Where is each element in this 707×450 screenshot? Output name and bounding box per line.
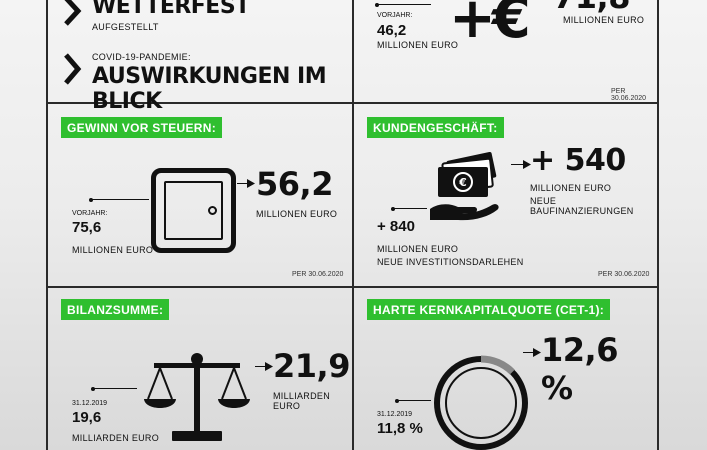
row1-sub: AUFGESTELLT xyxy=(92,22,159,32)
kunden-section: KUNDENGESCHÄFT: € + 540 MILLIONEN EURO N… xyxy=(353,103,657,286)
arrow-right-icon xyxy=(265,362,273,371)
kunden-value2-unit: MILLIONEN EURO xyxy=(377,244,459,254)
gewinn-value: 56,2 xyxy=(256,165,333,203)
value-unit: MILLIONEN EURO xyxy=(563,15,645,25)
kunden-value1-desc: NEUE BAUFINANZIERUNGEN xyxy=(530,196,634,216)
ratio-segment xyxy=(480,355,515,375)
gewinn-date-note: PER 30.06.2020 xyxy=(292,271,344,278)
arrow-right-icon xyxy=(247,179,255,188)
marker-line xyxy=(393,208,427,210)
bilanz-prev-label: 31.12.2019 xyxy=(72,400,108,407)
arrow-right-icon xyxy=(533,348,541,357)
bilanz-label: BILANZSUMME: xyxy=(61,299,170,320)
cet1-value: 12,6 % xyxy=(541,331,618,407)
row2-title: AUSWIRKUNGEN IM BLICK xyxy=(92,64,327,114)
prev-value: 46,2 xyxy=(377,22,407,39)
kunden-value2-desc: NEUE INVESTITIONSDARLEHEN xyxy=(377,257,524,267)
bilanz-prev-unit: MILLIARDEN EURO xyxy=(72,433,160,443)
cet1-label: HARTE KERNKAPITALQUOTE (CET-1): xyxy=(367,299,611,320)
prev-label: VORJAHR: xyxy=(377,12,413,19)
bilanz-section: BILANZSUMME: 21,9 MILLIARDEN EURO 31.12.… xyxy=(47,287,352,450)
svg-text:€: € xyxy=(458,176,467,189)
arrow-line xyxy=(511,164,525,166)
gewinn-prev-label: VORJAHR: xyxy=(72,210,108,217)
arrow-line xyxy=(523,352,535,354)
arrow-line xyxy=(237,183,249,185)
gewinn-label: GEWINN VOR STEUERN: xyxy=(61,117,223,138)
gewinn-unit: MILLIONEN EURO xyxy=(256,209,338,219)
cet1-prev-value: 11,8 % xyxy=(377,420,423,437)
scales-icon xyxy=(144,353,250,441)
money-hand-icon: € xyxy=(430,151,499,221)
marker-line xyxy=(397,400,431,402)
divider-left-edge xyxy=(46,0,48,450)
kunden-value1-unit: MILLIONEN EURO xyxy=(530,183,612,193)
marker-line xyxy=(93,388,137,390)
chevron-right-icon xyxy=(64,53,82,85)
chevron-right-icon xyxy=(64,0,82,26)
bilanz-prev-value: 19,6 xyxy=(72,409,102,426)
ratio-ring xyxy=(434,355,528,450)
cet1-section: HARTE KERNKAPITALQUOTE (CET-1): 12,6 % 3… xyxy=(353,287,657,450)
marker-line xyxy=(377,4,431,6)
prev-unit: MILLIONEN EURO xyxy=(377,40,459,50)
kunden-date-note: PER 30.06.2020 xyxy=(598,271,650,278)
row2-small: COVID-19-PANDEMIE: xyxy=(92,52,191,62)
divider-right-edge xyxy=(657,0,659,450)
row1-title: WETTERFEST xyxy=(92,0,250,19)
arrow-right-icon xyxy=(523,160,531,169)
divider-horizontal-1 xyxy=(46,102,658,104)
bilanz-value: 21,9 xyxy=(273,347,350,385)
divider-vertical xyxy=(352,0,354,450)
divider-horizontal-2 xyxy=(46,286,658,288)
bilanz-unit: MILLIARDEN EURO xyxy=(273,391,331,411)
kunden-value1: + 540 xyxy=(530,143,626,178)
safe-icon xyxy=(151,168,236,253)
value-partial: 71,8 xyxy=(553,0,630,16)
gewinn-prev-unit: MILLIONEN EURO xyxy=(72,245,154,255)
gewinn-prev-value: 75,6 xyxy=(72,219,102,236)
arrow-line xyxy=(255,366,267,368)
cet1-prev-label: 31.12.2019 xyxy=(377,411,413,418)
marker-line xyxy=(91,199,149,201)
kunden-label: KUNDENGESCHÄFT: xyxy=(367,117,504,138)
plus-euro-icon: +€ xyxy=(449,0,531,51)
date-note: PER 30.06.2020 xyxy=(611,88,647,102)
intro-section: WETTERFEST AUFGESTELLT COVID-19-PANDEMIE… xyxy=(0,0,352,114)
top-right-section: VORJAHR: 46,2 MILLIONEN EURO +€ 71,8 MIL… xyxy=(353,0,657,102)
kunden-value2: + 840 xyxy=(377,218,415,235)
gewinn-section: GEWINN VOR STEUERN: 56,2 MILLIONEN EURO … xyxy=(47,103,352,286)
